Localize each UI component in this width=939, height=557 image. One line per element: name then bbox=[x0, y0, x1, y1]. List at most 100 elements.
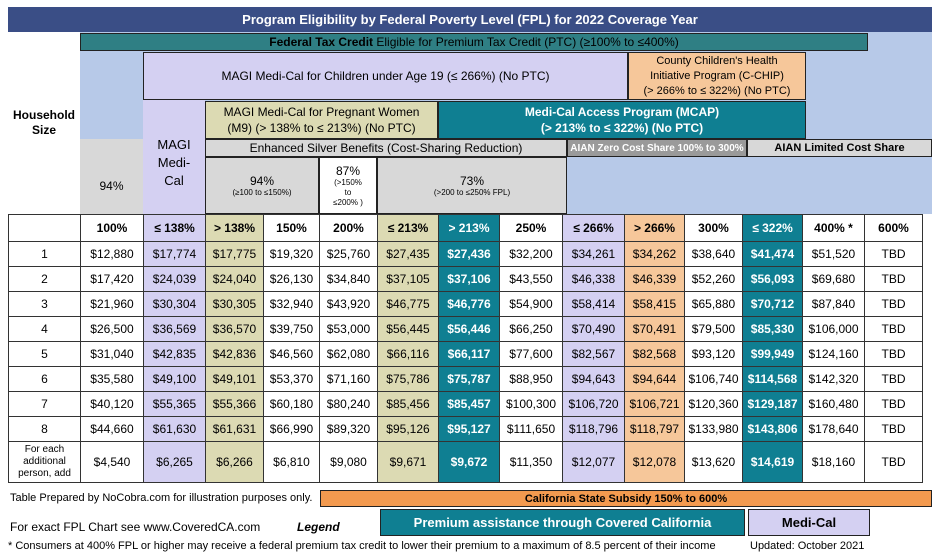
income-cell: $56,093 bbox=[742, 266, 803, 292]
income-cell: $32,940 bbox=[263, 291, 320, 317]
cchip-line1: County Children's Health bbox=[656, 54, 778, 67]
mcap-line1: Medi-Cal Access Program (MCAP) bbox=[524, 105, 720, 119]
csr-94-pct: 94% bbox=[249, 173, 275, 188]
income-cell: $114,568 bbox=[742, 366, 803, 392]
income-cell: $30,305 bbox=[205, 291, 264, 317]
income-cell: $46,339 bbox=[624, 266, 685, 292]
income-cell: $55,366 bbox=[205, 391, 264, 417]
income-cell: $36,569 bbox=[143, 316, 206, 342]
income-cell: $82,568 bbox=[624, 341, 685, 367]
income-cell: $106,740 bbox=[684, 366, 743, 392]
income-cell: TBD bbox=[864, 391, 923, 417]
income-cell: TBD bbox=[864, 366, 923, 392]
legend-medi-cal: Medi-Cal bbox=[748, 509, 870, 536]
income-cell: $58,415 bbox=[624, 291, 685, 317]
csr-87-pct: 87% bbox=[335, 163, 361, 178]
income-cell: TBD bbox=[864, 266, 923, 292]
income-cell: $111,650 bbox=[499, 416, 563, 442]
income-cell: $6,266 bbox=[205, 441, 264, 483]
state-subsidy-bar: California State Subsidy 150% to 600% bbox=[320, 490, 932, 507]
cchip-line2: Initiative Program (C-CHIP) bbox=[650, 69, 784, 82]
income-cell: $106,721 bbox=[624, 391, 685, 417]
legend-premium-assistance: Premium assistance through Covered Calif… bbox=[380, 509, 745, 536]
income-cell: $66,250 bbox=[499, 316, 563, 342]
income-cell: $106,000 bbox=[802, 316, 865, 342]
income-cell: $17,775 bbox=[205, 241, 264, 267]
income-cell: TBD bbox=[864, 291, 923, 317]
column-header: ≤ 322% bbox=[742, 214, 803, 242]
mcap-line2: (> 213% to ≤ 322%) (No PTC) bbox=[540, 121, 704, 135]
income-cell: $61,630 bbox=[143, 416, 206, 442]
income-cell: $9,672 bbox=[438, 441, 500, 483]
income-cell: $32,200 bbox=[499, 241, 563, 267]
income-cell: $93,120 bbox=[684, 341, 743, 367]
income-cell: $66,990 bbox=[263, 416, 320, 442]
income-cell: $94,643 bbox=[562, 366, 625, 392]
income-cell: $99,949 bbox=[742, 341, 803, 367]
income-cell: $12,078 bbox=[624, 441, 685, 483]
income-cell: $62,080 bbox=[319, 341, 378, 367]
income-cell: $82,567 bbox=[562, 341, 625, 367]
income-cell: $94,644 bbox=[624, 366, 685, 392]
page-title: Program Eligibility by Federal Poverty L… bbox=[8, 7, 932, 32]
income-cell: $129,187 bbox=[742, 391, 803, 417]
household-size-cell: 4 bbox=[8, 316, 81, 342]
income-cell: $42,836 bbox=[205, 341, 264, 367]
income-cell: $46,776 bbox=[438, 291, 500, 317]
table-row: 8 $44,660 $61,630 $61,631 $66,990 $89,320 $95,… bbox=[8, 416, 923, 442]
mcap-box: Medi-Cal Access Program (MCAP) (> 213% t… bbox=[438, 101, 806, 139]
income-cell: $14,619 bbox=[742, 441, 803, 483]
pregnant-line1: MAGI Medi-Cal for Pregnant Women bbox=[223, 105, 420, 119]
income-cell: $4,540 bbox=[80, 441, 144, 483]
column-header: ≤ 213% bbox=[377, 214, 439, 242]
updated-date: Updated: October 2021 bbox=[750, 540, 865, 552]
income-cell: $54,900 bbox=[499, 291, 563, 317]
income-cell: $46,560 bbox=[263, 341, 320, 367]
income-cell: $49,100 bbox=[143, 366, 206, 392]
column-header: 250% bbox=[499, 214, 563, 242]
income-cell: $37,106 bbox=[438, 266, 500, 292]
column-header: 200% bbox=[319, 214, 378, 242]
income-cell: $106,720 bbox=[562, 391, 625, 417]
income-cell: $53,370 bbox=[263, 366, 320, 392]
csr-94-range: (≥100 to ≤150%) bbox=[232, 187, 292, 197]
income-cell: $79,500 bbox=[684, 316, 743, 342]
household-size-cell: 2 bbox=[8, 266, 81, 292]
pregnant-women-box: MAGI Medi-Cal for Pregnant Women (M9) (>… bbox=[205, 101, 438, 139]
income-cell: $39,750 bbox=[263, 316, 320, 342]
income-cell: TBD bbox=[864, 416, 923, 442]
household-size-cell: 5 bbox=[8, 341, 81, 367]
column-header: 100% bbox=[80, 214, 144, 242]
income-cell: $70,490 bbox=[562, 316, 625, 342]
income-cell: $56,446 bbox=[438, 316, 500, 342]
csr-87-range3: ≤200% ) bbox=[333, 197, 363, 207]
income-cell: $65,880 bbox=[684, 291, 743, 317]
income-cell: $25,760 bbox=[319, 241, 378, 267]
csr-87-range1: (>150% bbox=[334, 177, 362, 187]
income-cell: $88,950 bbox=[499, 366, 563, 392]
income-cell: $42,835 bbox=[143, 341, 206, 367]
household-size-cell: 6 bbox=[8, 366, 81, 392]
fpl-chart-link[interactable]: For exact FPL Chart see www.CoveredCA.co… bbox=[10, 520, 261, 534]
household-size-cell: 3 bbox=[8, 291, 81, 317]
income-cell: $70,712 bbox=[742, 291, 803, 317]
income-cell: $26,500 bbox=[80, 316, 144, 342]
income-cell: $13,620 bbox=[684, 441, 743, 483]
federal-tax-credit-title: Federal Tax Credit bbox=[269, 35, 374, 49]
income-cell: $85,456 bbox=[377, 391, 439, 417]
csr-73-box: 73% (>200 to ≤250% FPL) bbox=[377, 157, 567, 214]
csr-73-range: (>200 to ≤250% FPL) bbox=[433, 187, 511, 197]
income-cell: $120,360 bbox=[684, 391, 743, 417]
income-cell: $24,039 bbox=[143, 266, 206, 292]
table-row: 3 $21,960 $30,304 $30,305 $32,940 $43,920 $46,… bbox=[8, 291, 923, 317]
income-cell: $37,105 bbox=[377, 266, 439, 292]
table-row: 5 $31,040 $42,835 $42,836 $46,560 $62,080 $66,… bbox=[8, 341, 923, 367]
header-corner bbox=[8, 214, 81, 242]
income-cell: $53,000 bbox=[319, 316, 378, 342]
income-cell: $26,130 bbox=[263, 266, 320, 292]
cchip-line3: (> 266% to ≤ 322%) (No PTC) bbox=[643, 84, 791, 97]
column-header: 150% bbox=[263, 214, 320, 242]
income-cell: $46,338 bbox=[562, 266, 625, 292]
column-header: 300% bbox=[684, 214, 743, 242]
income-cell: $41,474 bbox=[742, 241, 803, 267]
